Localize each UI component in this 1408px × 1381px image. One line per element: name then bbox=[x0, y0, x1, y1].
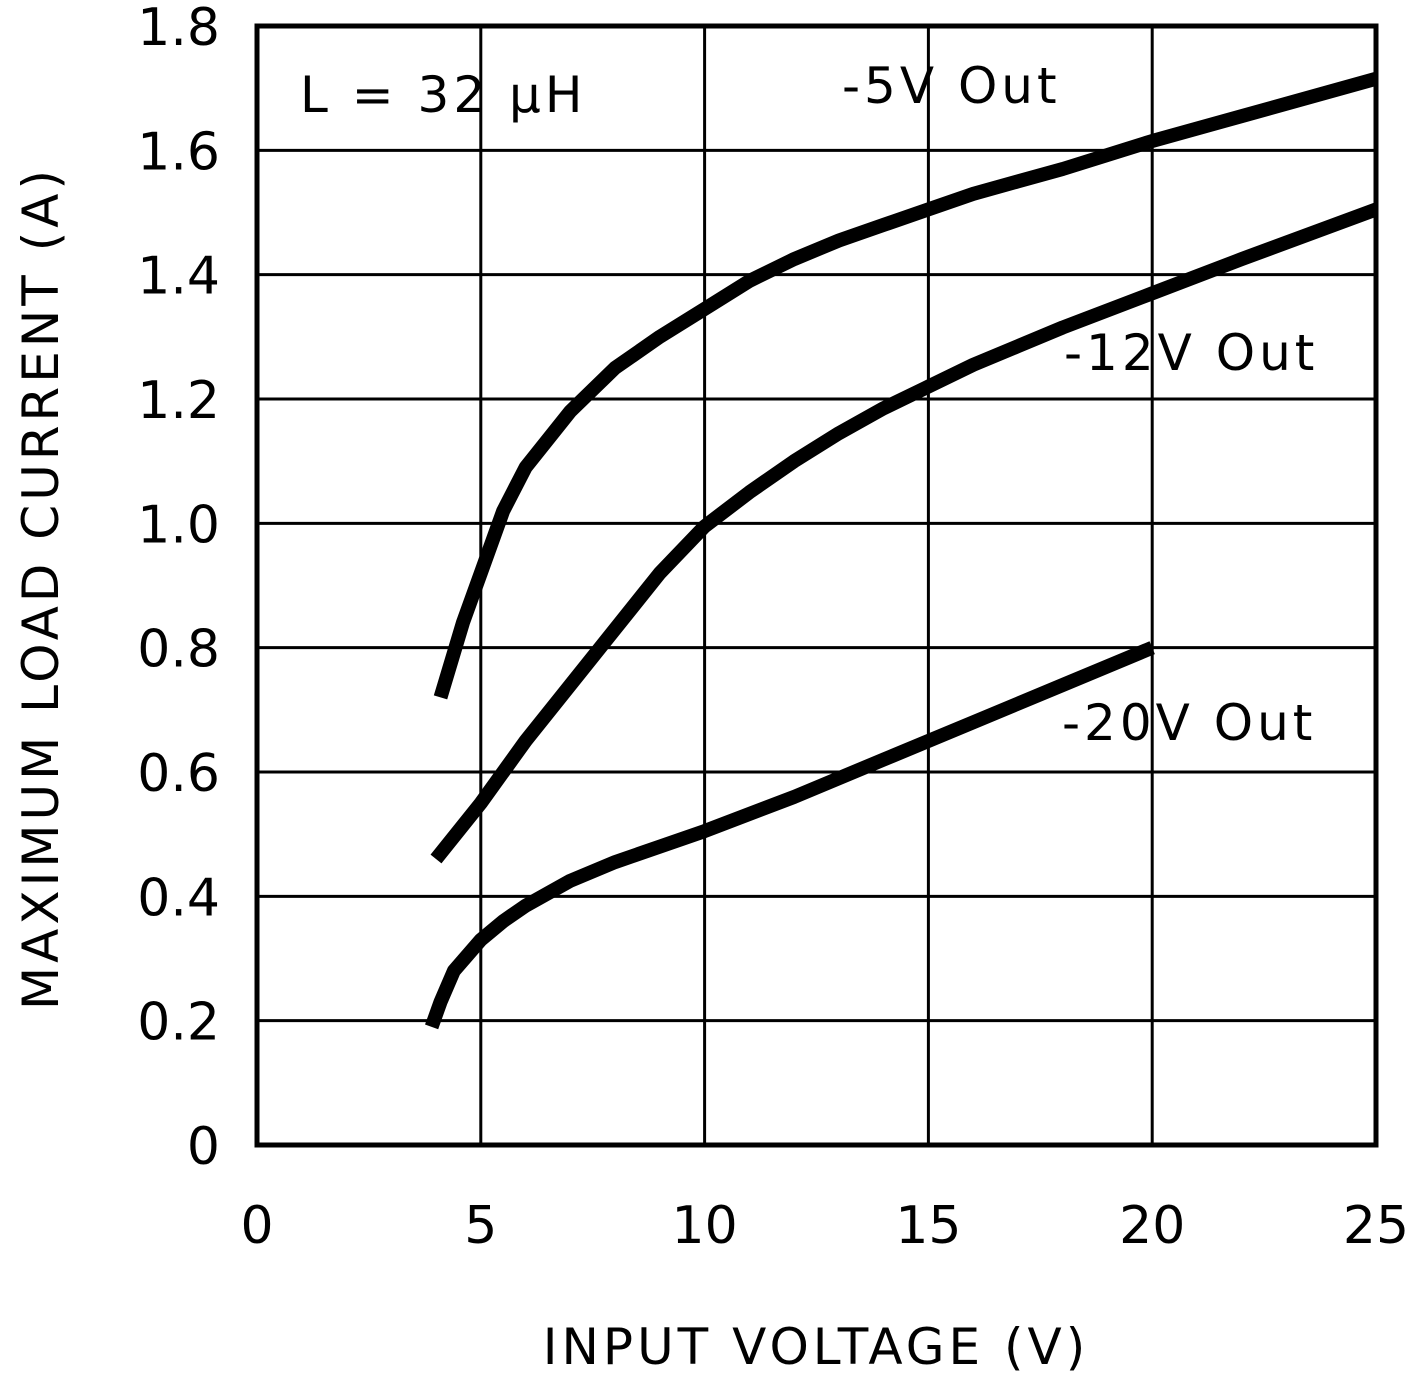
y-tick-label-4: 0.8 bbox=[137, 620, 220, 680]
series-line-2 bbox=[425, 641, 1155, 1030]
y-tick-label-6: 1.2 bbox=[137, 371, 220, 431]
x-tick-label-2: 10 bbox=[672, 1196, 738, 1256]
x-tick-label-1: 5 bbox=[464, 1196, 497, 1256]
y-tick-label-2: 0.4 bbox=[137, 868, 220, 928]
x-tick-label-3: 15 bbox=[895, 1196, 961, 1256]
series-label-20v-out: -20V Out bbox=[1062, 694, 1316, 752]
y-tick-label-8: 1.6 bbox=[137, 122, 220, 182]
series-label-12v-out: -12V Out bbox=[1064, 324, 1318, 382]
series-lines bbox=[425, 72, 1379, 1030]
x-tick-label-5: 25 bbox=[1343, 1196, 1408, 1256]
annotation-inductance: L = 32 µH bbox=[300, 66, 586, 124]
plot-frame bbox=[254, 23, 1379, 1148]
series-line-1 bbox=[430, 202, 1379, 864]
y-tick-label-9: 1.8 bbox=[137, 0, 220, 58]
x-tick-label-4: 20 bbox=[1119, 1196, 1185, 1256]
y-tick-label-5: 1.0 bbox=[137, 495, 220, 555]
y-axis-title: MAXIMUM LOAD CURRENT (A) bbox=[12, 166, 70, 1010]
series-label-5v-out: -5V Out bbox=[842, 57, 1061, 115]
y-tick-label-1: 0.2 bbox=[137, 993, 220, 1053]
y-tick-label-0: 0 bbox=[187, 1117, 220, 1177]
y-tick-label-3: 0.6 bbox=[137, 744, 220, 804]
x-tick-label-0: 0 bbox=[240, 1196, 273, 1256]
y-tick-label-7: 1.4 bbox=[137, 247, 220, 307]
grid-lines bbox=[257, 26, 1376, 1145]
x-axis-title: INPUT VOLTAGE (V) bbox=[543, 1318, 1089, 1376]
tick-labels: 0 5 10 15 20 25 0 0.2 0.4 0.6 0.8 1.0 1.2 1.4 1.6 1.8 bbox=[137, 0, 1408, 1256]
series-line-0 bbox=[433, 72, 1378, 700]
